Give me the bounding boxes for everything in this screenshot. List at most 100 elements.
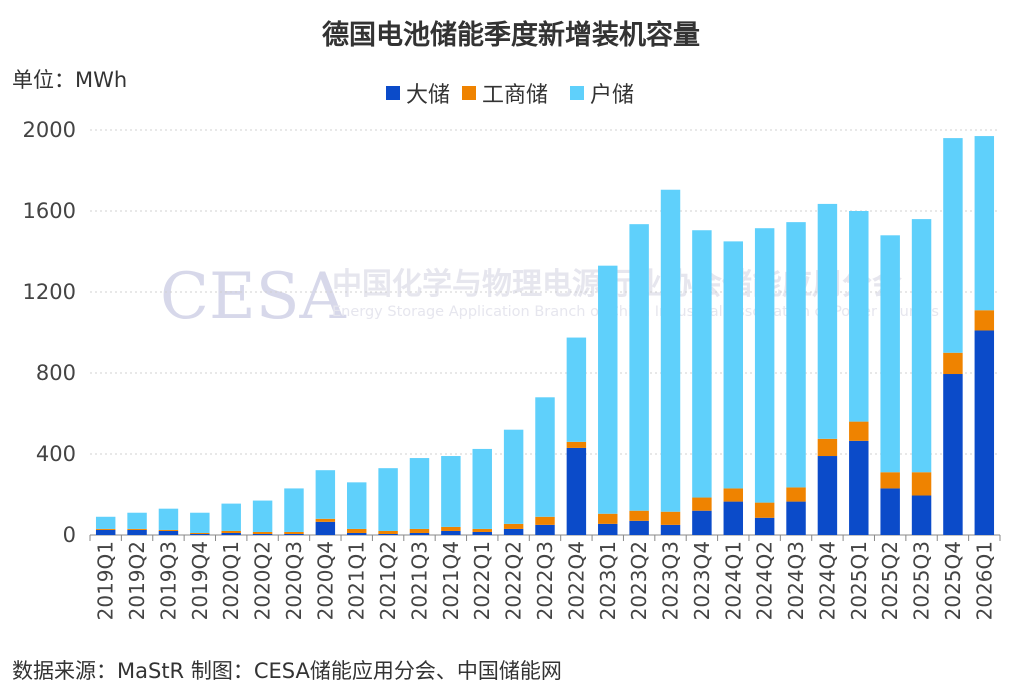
y-tick-label: 2000	[23, 118, 76, 142]
x-tick-label: 2019Q4	[188, 541, 212, 620]
bar-segment-ci	[346, 528, 367, 533]
bar-segment-residential	[503, 429, 524, 524]
x-tick-label: 2022Q2	[502, 541, 526, 620]
x-tick-label: 2025Q4	[941, 541, 965, 620]
bar-segment-ci	[911, 472, 932, 496]
bar-segment-residential	[221, 503, 241, 531]
bar-segment-ci	[629, 510, 649, 521]
bar-segment-large	[598, 523, 618, 535]
footer-source: 数据来源：MaStR 制图：CESA储能应用分会、中国储能网	[12, 659, 562, 683]
bar-segment-residential	[252, 500, 273, 532]
bar-segment-residential	[660, 189, 681, 512]
bar-segment-large	[943, 374, 963, 535]
bar-segment-ci	[723, 488, 744, 502]
bar-segment-large	[472, 531, 492, 535]
gridlines	[90, 129, 1000, 536]
bar-segment-residential	[535, 397, 555, 517]
x-tick-label: 2020Q2	[251, 541, 275, 620]
bar-segment-residential	[943, 138, 963, 353]
x-tick-label: 2023Q4	[690, 541, 714, 620]
x-tick-label: 2025Q3	[910, 541, 934, 620]
bar-segment-large	[190, 533, 210, 535]
x-tick-label: 2023Q3	[659, 541, 683, 620]
bar-segment-residential	[817, 203, 838, 439]
bar-segment-ci	[692, 497, 712, 511]
y-tick-label: 800	[36, 361, 76, 385]
bar-segment-residential	[723, 241, 744, 489]
bar-segment-residential	[472, 448, 492, 529]
bar-segment-ci	[252, 531, 273, 534]
bar-segment-residential	[786, 222, 806, 488]
x-tick-label: 2019Q2	[125, 541, 149, 620]
bar-segment-large	[441, 530, 461, 535]
bar-segment-ci	[974, 310, 995, 331]
y-tick-label: 0	[63, 523, 76, 547]
bar-segment-large	[849, 440, 869, 535]
bar-segment-residential	[849, 211, 869, 422]
x-tick-label: 2025Q1	[847, 541, 871, 620]
bar-segment-ci	[221, 530, 241, 533]
bar-segment-ci	[754, 502, 775, 518]
x-tick-label: 2021Q1	[345, 541, 369, 620]
x-tick-label: 2024Q3	[784, 541, 808, 620]
legend-label: 户储	[590, 83, 634, 108]
bar-segment-ci	[127, 528, 147, 530]
bar-segment-residential	[974, 136, 995, 311]
bar-segment-residential	[409, 458, 430, 529]
x-tick-label: 2021Q3	[407, 541, 431, 620]
x-tick-label: 2022Q4	[564, 541, 588, 620]
bar-segment-residential	[190, 512, 210, 533]
bar-segment-large	[315, 521, 336, 535]
bar-segment-residential	[441, 456, 461, 527]
legend-label: 大储	[406, 83, 450, 108]
y-tick-label: 1600	[23, 199, 76, 223]
bar-segment-large	[95, 529, 116, 535]
bar-segment-residential	[754, 228, 775, 503]
bar-segment-large	[346, 532, 367, 535]
legend-label: 工商储	[482, 83, 548, 108]
legend-swatch	[386, 86, 400, 100]
bar-segment-residential	[127, 512, 147, 529]
bar-segment-large	[252, 533, 273, 535]
bar-segment-residential	[95, 516, 116, 529]
bar-segment-ci	[158, 529, 179, 531]
bar-segment-ci	[817, 438, 838, 457]
bar-segment-residential	[629, 224, 649, 511]
bar-segment-large	[158, 530, 179, 535]
bar-segment-large	[284, 533, 304, 535]
bar-segment-residential	[315, 470, 336, 519]
x-tick-label: 2019Q1	[94, 541, 118, 620]
bar-segment-ci	[441, 526, 461, 531]
bar-segment-ci	[598, 513, 618, 524]
x-tick-label: 2021Q4	[439, 541, 463, 620]
bar-segment-residential	[346, 482, 367, 529]
x-tick-label: 2020Q4	[313, 541, 337, 620]
bar-segment-large	[786, 501, 806, 535]
x-tick-label: 2023Q2	[627, 541, 651, 620]
bar-segment-ci	[95, 528, 116, 530]
bar-segment-large	[911, 495, 932, 535]
bar-segment-large	[660, 524, 681, 535]
legend-swatch	[570, 86, 584, 100]
y-tick-label: 1200	[23, 280, 76, 304]
watermark-logo: CESA	[160, 260, 347, 334]
x-tick-label: 2026Q1	[972, 541, 996, 620]
legend-swatch	[462, 86, 476, 100]
bar-segment-ci	[880, 472, 900, 489]
x-tick-label: 2019Q3	[156, 541, 180, 620]
bar-segment-residential	[911, 219, 932, 473]
x-tick-label: 2024Q1	[721, 541, 745, 620]
bar-segment-large	[723, 501, 744, 535]
bar-segment-large	[503, 528, 524, 535]
bar-segment-ci	[943, 352, 963, 375]
bar-segment-ci	[786, 487, 806, 502]
bar-segment-large	[880, 488, 900, 535]
bar-segment-ci	[284, 531, 304, 534]
bar-segment-residential	[284, 488, 304, 532]
bar-segment-residential	[158, 508, 179, 530]
x-tick-label: 2022Q3	[533, 541, 557, 620]
bar-segment-ci	[566, 441, 587, 448]
bar-segment-large	[692, 510, 712, 535]
x-tick-label: 2024Q2	[753, 541, 777, 620]
